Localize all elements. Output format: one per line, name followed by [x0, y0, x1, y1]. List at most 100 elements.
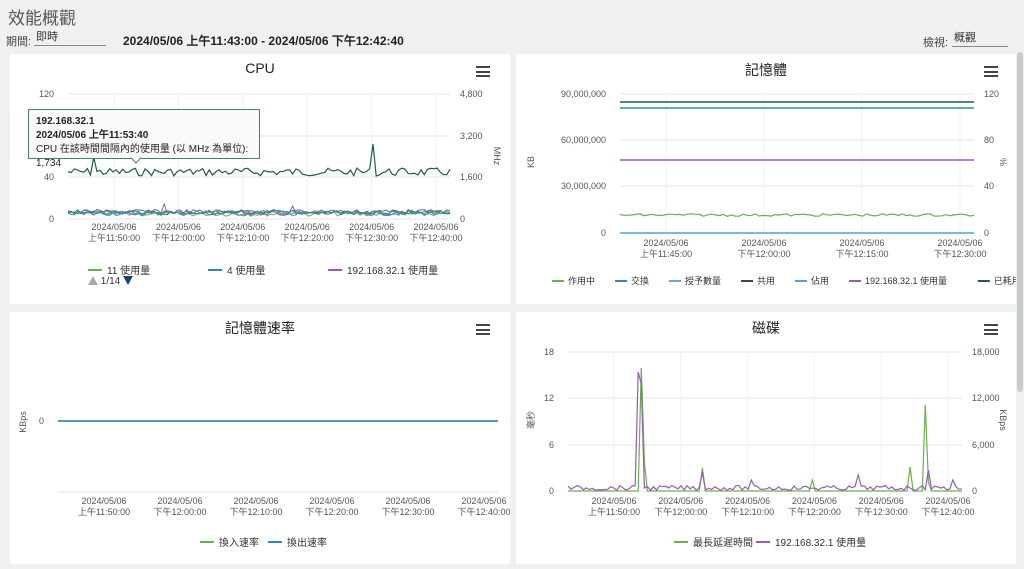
- disk-legend-item-2[interactable]: 192.168.32.1 使用量: [756, 534, 866, 549]
- cpu-y2-tick: 1,600: [460, 172, 483, 182]
- period-label: 期間:: [6, 36, 32, 48]
- memrate-x-tick-date: 2024/05/06: [461, 496, 506, 506]
- cpu-x-tick-date: 2024/05/06: [285, 222, 330, 232]
- disk-x-tick-date: 2024/05/06: [725, 496, 770, 506]
- view-select[interactable]: 概觀: [952, 31, 1008, 47]
- memory-y2-tick: 0: [984, 228, 989, 238]
- memory-chart-title: 記憶體: [745, 62, 787, 78]
- cpu-low-series-line: [67, 209, 451, 215]
- memory-active-line: [619, 213, 975, 217]
- cpu-x-tick-time: 下午12:20:00: [281, 232, 334, 243]
- period-select[interactable]: 即時: [34, 30, 106, 46]
- cpu-x-tick-date: 2024/05/06: [349, 222, 394, 232]
- toolbar: 期間: 即時 2024/05/06 上午11:43:00 - 2024/05/0…: [0, 28, 1024, 50]
- cpu-x-tick-time: 下午12:00:00: [152, 232, 205, 243]
- memory-x-tick-time: 下午12:00:00: [737, 248, 790, 259]
- memrate-chart-menu-icon[interactable]: [476, 324, 490, 335]
- legend-label: 11 使用量: [107, 266, 151, 277]
- cpu-y2-tick: 4,800: [460, 89, 483, 99]
- memrate-x-tick-date: 2024/05/06: [385, 496, 430, 506]
- legend-label: 佔用: [811, 275, 829, 286]
- disk-chart-title: 磁碟: [752, 320, 780, 336]
- memrate-legend-item-1[interactable]: 換入速率: [200, 534, 259, 549]
- disk-x-tick-time: 上午11:50:00: [588, 506, 640, 517]
- cpu-x-tick-date: 2024/05/06: [220, 222, 265, 232]
- memrate-x-tick-time: 下午12:40:00: [457, 506, 510, 517]
- cpu-legend-item-3[interactable]: 192.168.32.1 使用量: [328, 262, 438, 277]
- disk-y-tick: 0: [549, 486, 554, 496]
- memory-y2-tick: 120: [984, 89, 999, 99]
- pager-down-icon[interactable]: [123, 276, 134, 285]
- cpu-chart-menu-icon[interactable]: [476, 66, 490, 77]
- disk-y2-tick: 12,000: [972, 393, 1000, 403]
- legend-label: 作用中: [568, 275, 595, 286]
- cpu-legend-item-1[interactable]: 11 使用量: [88, 262, 150, 277]
- disk-usage-line: [567, 371, 963, 492]
- tooltip-time: 2024/05/06 上午11:53:40: [36, 130, 149, 141]
- legend-label: 192.168.32.1 使用量: [775, 538, 867, 549]
- memrate-x-tick-time: 上午11:50:00: [78, 506, 130, 517]
- legend-label: 192.168.32.1 使用量: [347, 266, 439, 277]
- memrate-x-tick-time: 下午12:00:00: [153, 506, 206, 517]
- disk-x-tick-time: 下午12:00:00: [654, 506, 707, 517]
- memrate-x-tick-date: 2024/05/06: [157, 496, 202, 506]
- memory-legend-item[interactable]: 授予數量: [669, 275, 721, 286]
- memory-legend-item[interactable]: 已耗用: [977, 276, 1016, 286]
- legend-label: 授予數量: [685, 275, 721, 286]
- pager-up-icon[interactable]: [88, 276, 98, 285]
- disk-y2-label: KBps: [998, 409, 1008, 431]
- disk-x-tick-time: 下午12:20:00: [788, 506, 841, 517]
- disk-y2-tick: 6,000: [972, 440, 995, 450]
- disk-y-tick: 12: [544, 393, 554, 403]
- memrate-y-label: KBps: [18, 411, 28, 433]
- view-label: 檢視:: [923, 37, 949, 49]
- memory-x-tick-date: 2024/05/06: [937, 238, 982, 248]
- memory-y-label: KB: [526, 156, 536, 168]
- cpu-y-tick: 0: [49, 214, 54, 224]
- memrate-y-tick: 0: [39, 416, 44, 426]
- cpu-y-tick: 120: [39, 89, 54, 99]
- memory-y-tick: 60,000,000: [561, 135, 606, 145]
- legend-label: 換入速率: [219, 538, 259, 549]
- disk-x-tick-date: 2024/05/06: [792, 496, 837, 506]
- memory-legend-item[interactable]: 共用: [741, 276, 775, 286]
- memory-chart-menu-icon[interactable]: [984, 66, 998, 77]
- disk-chart-menu-icon[interactable]: [984, 324, 998, 335]
- cpu-x-tick-date: 2024/05/06: [413, 222, 458, 232]
- disk-y-label: 毫秒: [525, 411, 536, 429]
- memrate-x-tick-date: 2024/05/06: [81, 496, 126, 506]
- legend-label: 共用: [757, 276, 775, 286]
- memrate-legend-item-2[interactable]: 換出速率: [268, 534, 327, 549]
- disk-x-tick-date: 2024/05/06: [925, 496, 970, 506]
- legend-label: 已耗用: [994, 276, 1016, 286]
- memory-legend-item[interactable]: 佔用: [795, 275, 829, 286]
- memory-legend-item[interactable]: 192.168.32.1 使用量: [849, 275, 947, 286]
- memrate-x-tick-time: 下午12:10:00: [229, 506, 282, 517]
- memrate-chart-svg: 02024/05/06上午11:50:002024/05/06下午12:00:0…: [18, 411, 510, 517]
- memory-legend-item[interactable]: 交換: [615, 275, 649, 286]
- legend-label: 換出速率: [287, 538, 327, 549]
- memory-x-tick-date: 2024/05/06: [643, 238, 688, 248]
- cpu-y2-tick: 0: [460, 214, 465, 224]
- cpu-chart-panel: CPU 1204,800803,200401,600002024/05/06上午…: [10, 54, 510, 304]
- time-range: 2024/05/06 上午11:43:00 - 2024/05/06 下午12:…: [123, 34, 404, 48]
- cpu-x-tick-time: 下午12:10:00: [216, 232, 269, 243]
- cpu-legend-item-2[interactable]: 4 使用量: [208, 262, 265, 277]
- memory-legend-item[interactable]: 作用中: [552, 275, 595, 286]
- disk-latency-line: [568, 367, 962, 492]
- cpu-x-tick-time: 上午11:50:00: [88, 232, 140, 243]
- disk-y-tick: 6: [549, 440, 554, 450]
- page-title: 效能概觀: [8, 9, 76, 28]
- cpu-chart-title: CPU: [245, 60, 275, 76]
- legend-label: 交換: [631, 275, 649, 286]
- disk-legend-item-1[interactable]: 最長延遲時間: [674, 534, 753, 549]
- tooltip-metric: CPU 在該時間間隔內的使用量 (以 MHz 為單位): 1,734: [36, 144, 249, 169]
- disk-y2-tick: 0: [972, 486, 977, 496]
- memory-y2-label: %: [998, 158, 1008, 166]
- page-scrollbar[interactable]: [1017, 52, 1023, 392]
- memory-y-tick: 90,000,000: [561, 89, 606, 99]
- memrate-x-tick-date: 2024/05/06: [233, 496, 278, 506]
- tooltip-host: 192.168.32.1: [36, 116, 95, 127]
- cpu-y-tick: 40: [44, 172, 54, 182]
- memory-y2-tick: 80: [984, 135, 994, 145]
